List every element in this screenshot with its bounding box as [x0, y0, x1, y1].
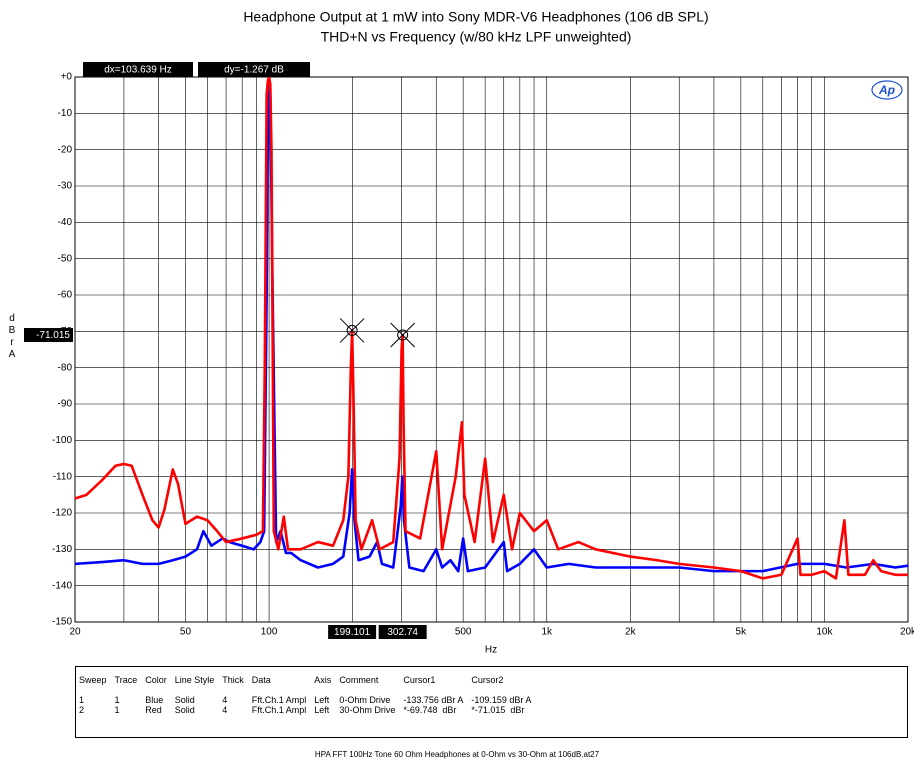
series-line [74, 75, 908, 580]
table-cell: 2 [79, 705, 85, 715]
table-header: Sweep Trace Color Line Style Thick Data Axis Co… [79, 675, 539, 695]
y-tick-label: -110 [53, 471, 73, 482]
cursor-cross [390, 322, 416, 348]
y-tick-label: -30 [58, 181, 73, 192]
y-tick-label: +0 [61, 72, 73, 83]
y-tick-label: -50 [58, 253, 73, 264]
cursor-x-box [328, 625, 377, 639]
y-tick-label: -100 [52, 435, 72, 446]
table-cell: Solid [174, 695, 195, 705]
x-axis-label: Hz [485, 645, 497, 656]
cursor-x-box [378, 625, 427, 639]
cursor-dx-box [83, 62, 193, 77]
table-cell: 4 [222, 695, 228, 705]
table-cell: Fft.Ch.1 Ampl [251, 695, 307, 705]
table: Sweep Trace Color Line Style Thick Data Axis Co… [79, 675, 539, 715]
legend-table: Sweep Trace Color Line Style Thick Data Axis Co… [75, 666, 908, 738]
x-tick-label: 5k [736, 627, 748, 638]
cursor-dy-label: dy=-1.267 dB [224, 65, 284, 76]
y-tick-label: -40 [58, 217, 73, 228]
table-cell: Blue [145, 695, 164, 705]
table-cell: -133.756 dBr A [403, 695, 464, 705]
cursor-dx-label: dx=103.639 Hz [104, 65, 172, 76]
chart-subtitle: THD+N vs Frequency (w/80 kHz LPF unweigh… [321, 29, 632, 45]
table-header-cell: Thick [222, 675, 244, 685]
table-header-cell: Cursor2 [471, 675, 504, 685]
table-header-cell: Line Style [174, 675, 215, 685]
x-tick-label: 1k [541, 627, 553, 638]
cursor-marker [390, 322, 416, 348]
table-cell: 0-Ohm Drive [339, 695, 391, 705]
chart: Headphone Output at 1 mW into Sony MDR-V… [24, 9, 914, 656]
table-cell: *-71.015 dBr [471, 705, 525, 715]
cursor-x-label: 302.74 [387, 627, 418, 638]
cursor-y-label: -71.015 [36, 330, 70, 341]
y-tick-label: -20 [58, 144, 73, 155]
x-tick-label: 20k [900, 627, 914, 638]
table-cell: Left [314, 695, 330, 705]
table-cell: 1 [79, 695, 85, 705]
y-tick-label: -120 [52, 508, 72, 519]
table-cell: 4 [222, 705, 228, 715]
cursor-circle [346, 324, 358, 336]
table-cell: -109.159 dBr A [471, 695, 532, 705]
cursor-cross [339, 318, 365, 343]
cursor-circle [397, 329, 409, 341]
table-cell: *-69.748 dBr [403, 705, 457, 715]
y-tick-label: -60 [58, 290, 73, 301]
footer: HPA FFT 100Hz Tone 60 Ohm Headphones at … [314, 750, 600, 759]
cursor-dy-box [198, 62, 310, 77]
x-tick-label: 2k [625, 627, 637, 638]
table-cell: 1 [114, 695, 120, 705]
table-header-cell: Comment [339, 675, 379, 685]
table-cell: 1 [114, 705, 120, 715]
table-cell: Red [145, 705, 162, 715]
y-tick-label: -140 [52, 580, 72, 591]
y-axis-label: dBr A [8, 313, 16, 360]
y-tick-label: -150 [52, 617, 72, 628]
y-tick-label: -130 [52, 544, 72, 555]
table-row: 1 1 Blue Solid 4 Fft.Ch.1 Ampl Left 0-Ohm Drive… [79, 695, 539, 705]
table-cell: 30-Ohm Drive [339, 705, 396, 715]
cursor-y-box [24, 328, 73, 343]
x-tick-label: 10k [816, 627, 833, 638]
x-tick-label: 500 [455, 627, 472, 638]
logo-badge [871, 80, 903, 100]
y-tick-label: -10 [58, 108, 73, 119]
table-header-cell: Trace [114, 675, 138, 685]
table-cell: Left [314, 705, 330, 715]
x-tick-label: 20 [69, 627, 81, 638]
table-header-cell: Cursor1 [403, 675, 436, 685]
table-header-cell: Color [145, 675, 167, 685]
cursor-x-label: 199.101 [334, 627, 371, 638]
x-tick-label: 50 [180, 627, 192, 638]
table-header-cell: Sweep [79, 675, 107, 685]
y-tick-label: -80 [58, 362, 73, 373]
table-header-cell: Axis [314, 675, 332, 685]
chart-title: Headphone Output at 1 mW into Sony MDR-V… [243, 9, 708, 25]
table-cell: Fft.Ch.1 Ampl [251, 705, 307, 715]
table-header-cell: Data [251, 675, 271, 685]
logo: Ap [878, 83, 895, 97]
cursor-marker [339, 318, 365, 343]
y-tick-label: -90 [58, 399, 73, 410]
table-cell: Solid [174, 705, 195, 715]
table-row: 2 1 Red Solid 4 Fft.Ch.1 Ampl Left 30-Ohm Drive… [79, 705, 539, 715]
x-tick-label: 100 [261, 627, 278, 638]
